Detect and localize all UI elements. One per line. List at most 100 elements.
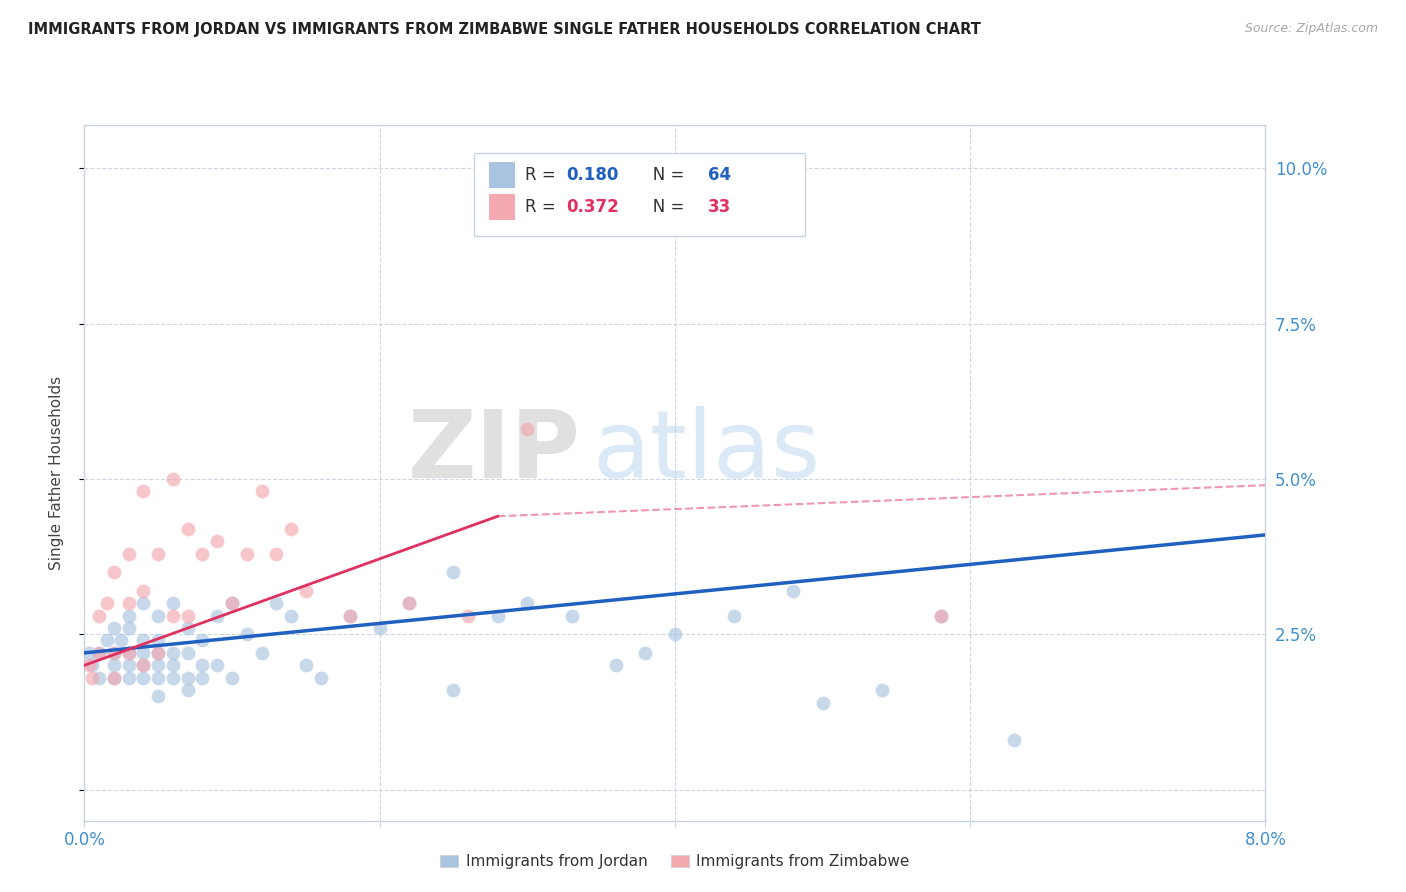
Point [80,658,103,673]
Point [148,658,170,673]
Point [205,534,228,549]
Point [177,621,200,635]
Text: atlas: atlas [592,406,821,498]
Point [103,646,125,660]
Point [177,646,200,660]
FancyBboxPatch shape [489,161,516,188]
Point [103,621,125,635]
Point [162,608,184,623]
Point [723,608,745,623]
Point [191,633,214,648]
Point [205,608,228,623]
Point [339,608,361,623]
Point [77,646,100,660]
Point [191,658,214,673]
Text: 33: 33 [709,198,731,216]
Point [177,671,200,685]
Text: R =: R = [524,166,561,184]
Point [162,646,184,660]
Point [148,547,170,561]
Text: N =: N = [637,166,690,184]
Point [96,633,118,648]
Point [811,696,834,710]
Point [148,633,170,648]
Text: IMMIGRANTS FROM JORDAN VS IMMIGRANTS FROM ZIMBABWE SINGLE FATHER HOUSEHOLDS CORR: IMMIGRANTS FROM JORDAN VS IMMIGRANTS FRO… [28,22,981,37]
Point [132,658,155,673]
Point [118,608,141,623]
Point [221,596,243,610]
Point [118,658,141,673]
Point [560,608,583,623]
Point [80,671,103,685]
Point [250,646,273,660]
Point [634,646,657,660]
Text: 0.180: 0.180 [567,166,619,184]
Point [398,596,420,610]
Legend: Immigrants from Jordan, Immigrants from Zimbabwe: Immigrants from Jordan, Immigrants from … [434,848,915,875]
Point [929,608,952,623]
Point [148,608,170,623]
Point [89,646,111,660]
FancyBboxPatch shape [474,153,804,236]
Point [118,646,141,660]
Point [89,671,111,685]
Point [77,658,100,673]
Point [1004,732,1026,747]
Y-axis label: Single Father Households: Single Father Households [49,376,63,570]
Point [162,472,184,486]
Text: R =: R = [524,198,561,216]
Point [118,596,141,610]
Point [295,583,318,598]
Point [516,422,538,436]
Point [264,596,288,610]
Point [148,690,170,704]
Point [132,646,155,660]
Text: 64: 64 [709,166,731,184]
Point [132,583,155,598]
Point [486,608,509,623]
Point [89,646,111,660]
Point [929,608,952,623]
Point [118,646,141,660]
Point [236,547,259,561]
Point [280,522,302,536]
Point [162,596,184,610]
Point [132,596,155,610]
Point [148,646,170,660]
Point [103,671,125,685]
Point [236,627,259,641]
Point [205,658,228,673]
Point [309,671,332,685]
Text: Source: ZipAtlas.com: Source: ZipAtlas.com [1244,22,1378,36]
Point [191,671,214,685]
Point [148,671,170,685]
Point [280,608,302,623]
Point [132,671,155,685]
Point [398,596,420,610]
Point [118,671,141,685]
Point [118,621,141,635]
Point [103,565,125,579]
Point [191,547,214,561]
Point [177,683,200,698]
Point [221,671,243,685]
Point [103,671,125,685]
Point [110,633,132,648]
Point [339,608,361,623]
Point [118,547,141,561]
Point [103,646,125,660]
Point [264,547,288,561]
Text: ZIP: ZIP [408,406,581,498]
Point [132,484,155,499]
Point [221,596,243,610]
Point [295,658,318,673]
Point [516,596,538,610]
Point [96,596,118,610]
Point [443,683,465,698]
Point [782,583,804,598]
Point [870,683,893,698]
Point [132,633,155,648]
Point [177,522,200,536]
Point [132,658,155,673]
Point [89,608,111,623]
